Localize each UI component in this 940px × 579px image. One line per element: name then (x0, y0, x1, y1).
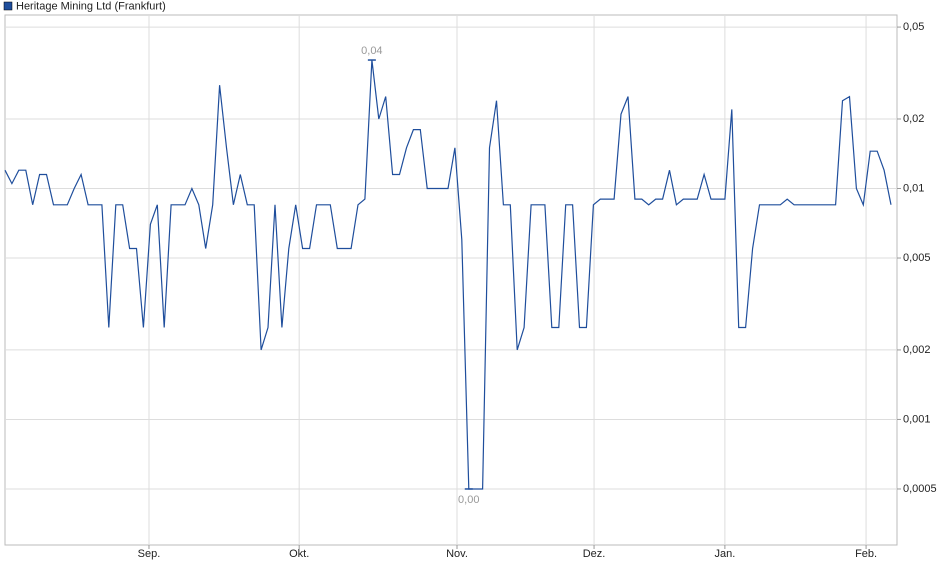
x-tick-label: Dez. (583, 548, 606, 560)
x-tick-label: Sep. (138, 548, 161, 560)
annotation-label: 0,04 (361, 45, 382, 57)
x-tick-label: Feb. (855, 548, 877, 560)
x-tick-label: Okt. (289, 548, 309, 560)
y-tick-label: 0,02 (903, 113, 924, 125)
y-tick-label: 0,0005 (903, 483, 937, 495)
x-tick-label: Nov. (446, 548, 468, 560)
data-line (4, 59, 892, 490)
legend-swatch (3, 1, 13, 11)
annotation-label: 0,00 (458, 494, 479, 506)
legend-label: Heritage Mining Ltd (Frankfurt) (16, 0, 166, 12)
x-tick-label: Jan. (714, 548, 735, 560)
y-tick-label: 0,001 (903, 413, 931, 425)
y-tick-label: 0,05 (903, 21, 924, 33)
y-tick-label: 0,002 (903, 344, 931, 356)
plot-frame (4, 14, 898, 546)
y-tick-label: 0,005 (903, 252, 931, 264)
y-tick-label: 0,01 (903, 182, 924, 194)
